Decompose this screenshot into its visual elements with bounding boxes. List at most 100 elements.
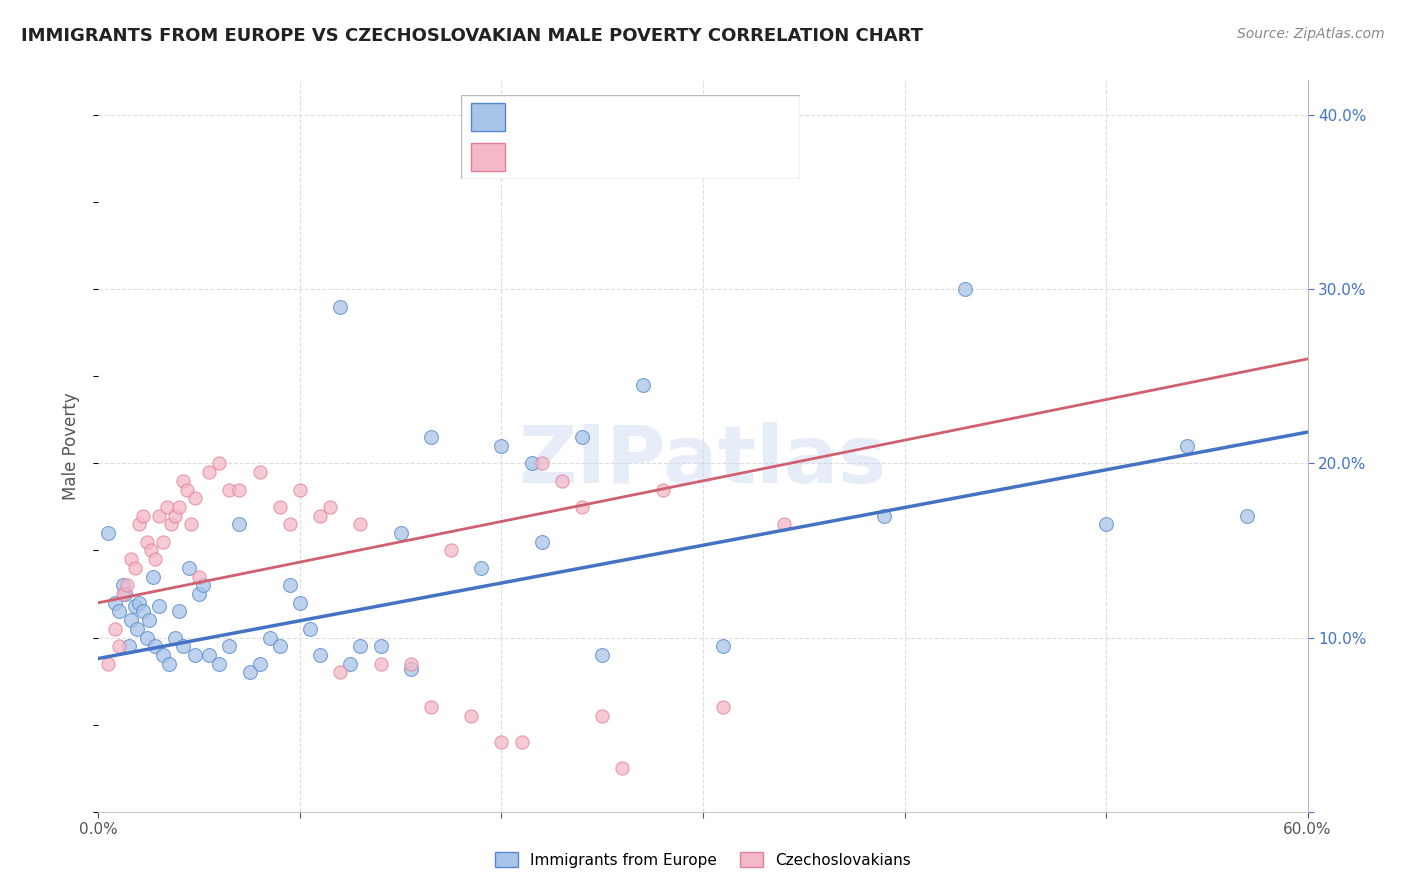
Text: ZIPatlas: ZIPatlas (519, 422, 887, 500)
Point (228, 483, 250, 497)
Point (138, 613, 160, 627)
Point (510, 735, 533, 749)
Point (571, 430, 593, 444)
Point (132, 508, 155, 523)
Point (288, 483, 311, 497)
Point (135, 631, 157, 645)
Point (329, 665, 352, 680)
Point (180, 517, 202, 532)
Point (1236, 508, 1258, 523)
Point (239, 665, 262, 680)
Point (111, 578, 134, 592)
Point (167, 604, 190, 618)
Point (399, 662, 422, 676)
Point (530, 534, 553, 549)
Point (470, 561, 492, 575)
Point (651, 483, 673, 497)
Point (193, 578, 215, 592)
Point (118, 640, 141, 654)
Point (249, 657, 271, 671)
Point (530, 457, 553, 471)
Point (152, 648, 174, 662)
Point (288, 596, 311, 610)
Point (156, 500, 179, 514)
Y-axis label: Male Poverty: Male Poverty (62, 392, 80, 500)
Point (520, 457, 543, 471)
Point (349, 640, 371, 654)
Point (399, 657, 422, 671)
Point (329, 300, 352, 314)
Point (631, 378, 654, 392)
Point (460, 709, 482, 723)
Point (420, 430, 443, 444)
Point (163, 508, 186, 523)
Point (711, 640, 734, 654)
Point (167, 500, 190, 514)
Legend: Immigrants from Europe, Czechoslovakians: Immigrants from Europe, Czechoslovakians (488, 844, 918, 875)
Point (339, 657, 361, 671)
Point (491, 735, 513, 749)
Point (103, 622, 125, 636)
Point (128, 517, 150, 532)
Point (218, 640, 240, 654)
Point (1175, 439, 1198, 453)
Point (612, 761, 634, 775)
Point (139, 543, 162, 558)
Point (259, 631, 281, 645)
Point (188, 569, 211, 583)
Point (115, 578, 138, 592)
Point (103, 596, 125, 610)
Point (309, 648, 332, 662)
Point (184, 491, 207, 506)
Point (152, 534, 174, 549)
Point (873, 508, 896, 523)
Point (135, 534, 157, 549)
Point (148, 508, 170, 523)
Point (491, 439, 513, 453)
Point (107, 640, 129, 654)
Point (124, 599, 146, 614)
Point (184, 648, 207, 662)
Point (198, 648, 221, 662)
Point (198, 465, 221, 479)
Point (1095, 517, 1118, 532)
Point (142, 569, 165, 583)
Point (772, 517, 794, 532)
Point (278, 517, 301, 532)
Point (591, 709, 613, 723)
Point (132, 604, 155, 618)
Point (591, 648, 613, 662)
Point (551, 474, 574, 488)
Point (157, 657, 180, 671)
Point (179, 561, 201, 575)
Point (97, 526, 120, 541)
Point (160, 517, 183, 532)
Point (299, 622, 322, 636)
Point (571, 500, 593, 514)
Point (172, 474, 194, 488)
Point (120, 552, 142, 566)
Point (440, 543, 463, 558)
Point (111, 587, 134, 601)
Point (148, 599, 170, 614)
Point (349, 517, 371, 532)
Point (370, 640, 392, 654)
Point (370, 657, 392, 671)
Point (163, 631, 186, 645)
Point (218, 483, 240, 497)
Point (107, 604, 129, 618)
Point (124, 561, 146, 575)
Point (143, 640, 166, 654)
Text: IMMIGRANTS FROM EUROPE VS CZECHOSLOVAKIAN MALE POVERTY CORRELATION CHART: IMMIGRANTS FROM EUROPE VS CZECHOSLOVAKIA… (21, 27, 924, 45)
Point (309, 508, 332, 523)
Text: Source: ZipAtlas.com: Source: ZipAtlas.com (1237, 27, 1385, 41)
Point (249, 465, 271, 479)
Point (953, 282, 976, 296)
Point (128, 596, 150, 610)
Point (228, 517, 250, 532)
Point (711, 700, 734, 714)
Point (420, 700, 443, 714)
Point (269, 500, 291, 514)
Point (389, 526, 412, 541)
Point (208, 457, 231, 471)
